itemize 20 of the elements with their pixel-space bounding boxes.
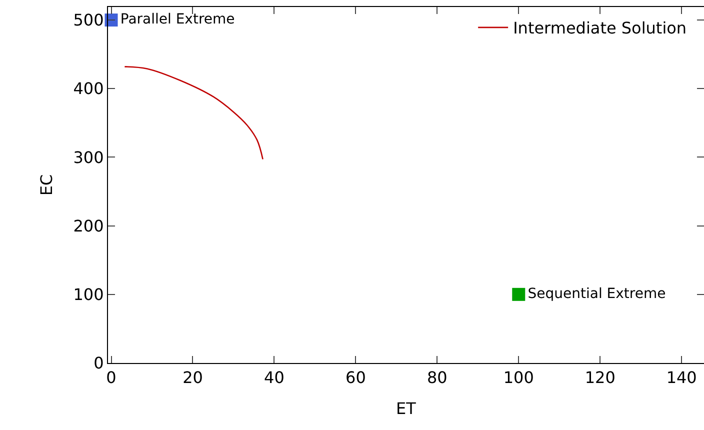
y-tick-label: 100 — [73, 285, 104, 304]
line-series — [124, 66, 264, 160]
y-tick-label: 300 — [73, 148, 104, 167]
x-tick-label: 100 — [503, 368, 534, 388]
y-axis-title: EC — [37, 174, 56, 196]
x-tick-label: 20 — [182, 368, 203, 388]
x-axis-title: ET — [396, 398, 416, 418]
x-tick-label: 40 — [264, 368, 284, 388]
y-tick-label: 200 — [73, 216, 104, 236]
series-label: Sequential Extreme — [528, 286, 666, 302]
series-label: Parallel Extreme — [120, 12, 235, 28]
legend-label: Intermediate Solution — [513, 18, 687, 38]
y-tick-label: 400 — [73, 79, 104, 98]
x-tick-label: 120 — [584, 368, 616, 388]
x-tick-label: 60 — [346, 368, 366, 388]
y-tick-label: 0 — [94, 354, 104, 373]
x-tick-label: 0 — [106, 368, 116, 388]
x-tick-label: 140 — [666, 368, 697, 388]
y-tick-label: 500 — [73, 10, 104, 30]
x-tick-label: 80 — [426, 368, 448, 388]
